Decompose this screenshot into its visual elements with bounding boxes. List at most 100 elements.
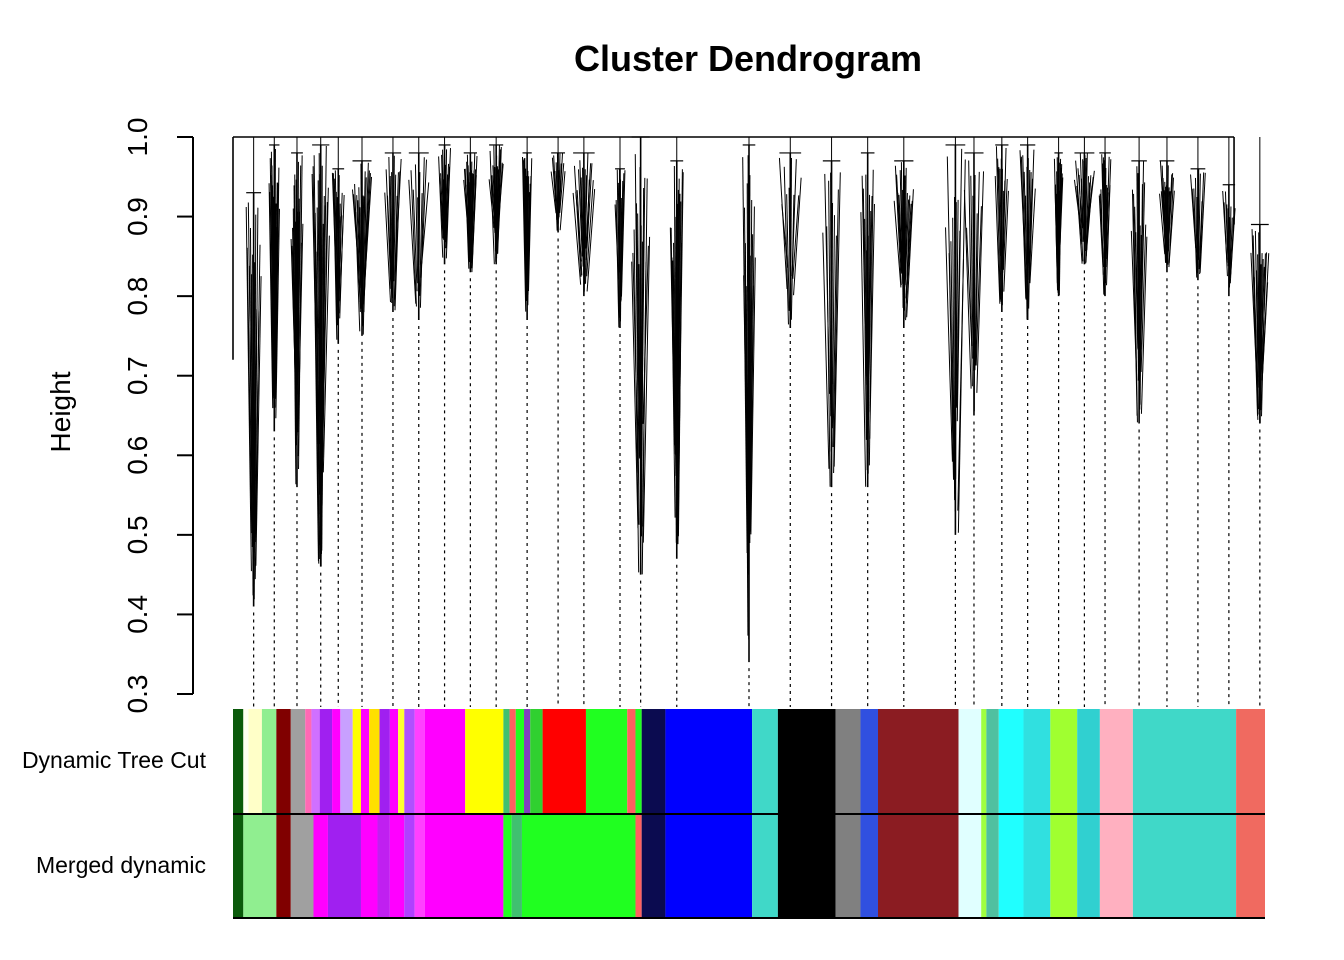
color-segment-1-31 bbox=[1132, 814, 1237, 918]
leaf-branch-6-0 bbox=[384, 192, 392, 303]
leaf-branch-32-1 bbox=[1223, 202, 1228, 277]
leaf-branch-21-0 bbox=[893, 200, 902, 288]
leaf-branch-13-7 bbox=[582, 167, 584, 265]
color-segment-1-11 bbox=[424, 814, 504, 918]
leaf-branch-25-1 bbox=[1020, 156, 1027, 299]
leaf-branch-18-3 bbox=[786, 194, 790, 311]
y-tick-label-4: 0.7 bbox=[122, 356, 153, 395]
leaf-branch-22-11 bbox=[957, 159, 966, 533]
color-segment-0-12 bbox=[360, 709, 370, 814]
leaf-branch-31-2 bbox=[1193, 188, 1198, 278]
color-segment-0-41 bbox=[1023, 709, 1051, 814]
leaf-branch-31-5 bbox=[1197, 169, 1200, 267]
leaf-branch-27-6 bbox=[1080, 178, 1085, 240]
leaf-branch-21-1 bbox=[894, 165, 902, 286]
leaf-branch-6-4 bbox=[389, 176, 393, 299]
leaf-branch-23-5 bbox=[973, 174, 976, 412]
leaf-branch-16-16 bbox=[678, 172, 684, 477]
color-segment-1-9 bbox=[404, 814, 415, 918]
leaf-branch-22-8 bbox=[956, 230, 961, 408]
leaf-branch-31-9 bbox=[1199, 172, 1206, 273]
leaf-branch-0-1 bbox=[246, 247, 253, 534]
leaf-branch-19-5 bbox=[831, 202, 834, 385]
leaf-branch-18-5 bbox=[790, 157, 792, 315]
leaf-branch-15-11 bbox=[641, 177, 646, 434]
color-segment-0-23 bbox=[515, 709, 525, 814]
color-segment-0-8 bbox=[319, 709, 333, 814]
color-segment-0-29 bbox=[635, 709, 642, 814]
leaf-branch-24-1 bbox=[995, 146, 1001, 300]
leaf-branch-17-13 bbox=[750, 206, 755, 504]
leaf-branch-2-15 bbox=[298, 155, 303, 470]
leaf-branch-30-17 bbox=[1168, 190, 1175, 263]
leaf-branch-7-2 bbox=[412, 189, 418, 292]
leaf-branch-25-7 bbox=[1027, 169, 1031, 280]
leaf-branch-13-4 bbox=[577, 169, 583, 257]
leaf-branch-13-0 bbox=[572, 192, 582, 285]
leaf-branch-7-9 bbox=[421, 182, 430, 264]
leaf-branch-3-16 bbox=[322, 187, 329, 430]
leaf-branch-12-0 bbox=[550, 171, 557, 214]
leaf-branch-25-11 bbox=[1029, 188, 1036, 284]
leaf-branch-13-14 bbox=[585, 163, 593, 260]
color-segment-0-25 bbox=[530, 709, 543, 814]
leaf-branch-19-9 bbox=[833, 172, 841, 467]
leaf-branch-15-14 bbox=[642, 245, 649, 424]
leaf-branch-14-1 bbox=[615, 200, 620, 328]
leaf-branch-32-3 bbox=[1226, 204, 1229, 267]
leaf-branch-6-8 bbox=[393, 174, 397, 282]
leaf-branch-18-8 bbox=[792, 195, 800, 279]
leaf-branch-4-10 bbox=[338, 192, 343, 285]
leaf-branch-15-0 bbox=[631, 261, 639, 529]
leaf-branch-20-7 bbox=[867, 194, 871, 474]
leaf-branch-22-0 bbox=[945, 227, 953, 462]
leaf-branch-19-8 bbox=[833, 189, 839, 474]
leaf-branch-33-12 bbox=[1260, 266, 1265, 359]
color-segment-1-5 bbox=[327, 814, 361, 918]
color-segment-1-17 bbox=[665, 814, 753, 918]
leaf-branch-22-2 bbox=[948, 253, 955, 480]
leaf-branch-2-13 bbox=[297, 165, 302, 395]
leaf-branch-9-15 bbox=[471, 152, 476, 252]
leaf-branch-23-3 bbox=[970, 175, 974, 359]
leaf-branch-12-11 bbox=[559, 171, 566, 231]
color-segment-1-13 bbox=[511, 814, 522, 918]
leaf-branch-27-10 bbox=[1084, 158, 1087, 245]
leaf-branch-25-2 bbox=[1022, 155, 1027, 300]
color-segment-0-6 bbox=[305, 709, 312, 814]
color-segment-1-7 bbox=[377, 814, 390, 918]
leaf-branch-0-8 bbox=[253, 262, 256, 536]
leaf-branch-14-2 bbox=[616, 169, 620, 318]
color-segment-0-2 bbox=[248, 709, 262, 814]
color-segment-1-23 bbox=[958, 814, 982, 918]
leaf-branch-24-0 bbox=[994, 175, 1001, 304]
leaf-branch-33-4 bbox=[1254, 231, 1260, 410]
color-segment-1-2 bbox=[276, 814, 291, 918]
leaf-branch-24-9 bbox=[1002, 147, 1007, 261]
color-segment-0-9 bbox=[332, 709, 341, 814]
leaf-branch-13-6 bbox=[580, 177, 584, 267]
leaf-branch-2-16 bbox=[298, 223, 304, 406]
color-segment-0-36 bbox=[878, 709, 959, 814]
color-segment-0-4 bbox=[276, 709, 291, 814]
leaf-branch-4-4 bbox=[335, 191, 339, 321]
color-segment-1-18 bbox=[752, 814, 778, 918]
leaf-branch-20-2 bbox=[862, 188, 867, 440]
leaf-branch-0-3 bbox=[248, 265, 253, 547]
leaf-branch-1-15 bbox=[274, 182, 279, 348]
leaf-branch-27-1 bbox=[1075, 160, 1083, 245]
leaf-branch-5-12 bbox=[362, 171, 366, 304]
leaf-branch-13-11 bbox=[584, 153, 589, 248]
leaf-branch-28-14 bbox=[1106, 159, 1112, 268]
color-segment-0-31 bbox=[665, 709, 753, 814]
leaf-branch-19-0 bbox=[822, 232, 830, 469]
leaf-branch-9-13 bbox=[470, 173, 474, 245]
leaf-branch-18-9 bbox=[793, 177, 802, 296]
leaf-branch-15-5 bbox=[637, 213, 641, 457]
y-tick-label-7: 1.0 bbox=[122, 118, 153, 157]
leaf-branch-15-3 bbox=[634, 154, 640, 525]
leaf-branch-23-9 bbox=[976, 171, 985, 393]
color-segment-0-46 bbox=[1236, 709, 1265, 814]
leaf-branch-13-3 bbox=[576, 190, 583, 276]
color-segment-1-8 bbox=[389, 814, 405, 918]
